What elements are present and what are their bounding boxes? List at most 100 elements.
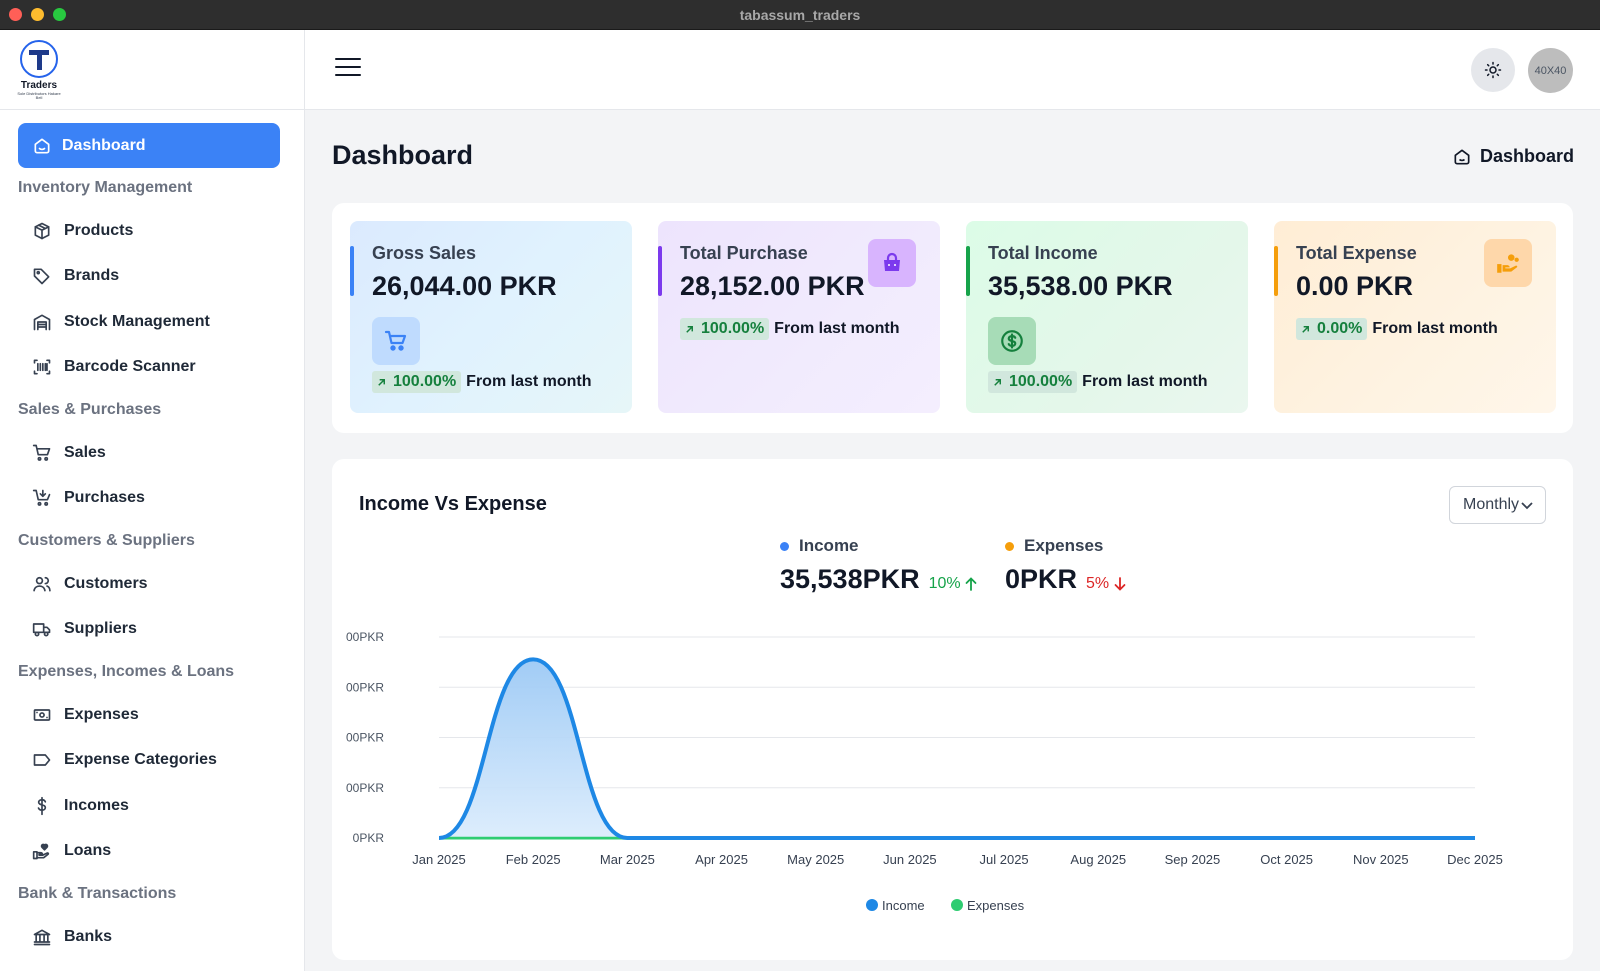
menu-toggle-button[interactable]	[335, 58, 361, 78]
sidebar-item-banks[interactable]: Banks	[18, 914, 280, 960]
sidebar-item-label: Incomes	[64, 796, 129, 814]
sidebar-item-label: Barcode Scanner	[64, 358, 196, 376]
card-change: 100.00% From last month	[372, 371, 592, 393]
x-tick-label: Jun 2025	[883, 852, 937, 867]
card-title: Gross Sales	[372, 243, 477, 263]
income-line	[438, 657, 1475, 841]
sidebar-item-label: Loans	[64, 842, 112, 860]
sidebar: Traders Sole Distributors Hakare Bell Da…	[0, 30, 305, 971]
minimize-window-button[interactable]	[31, 8, 44, 21]
sidebar-item-expense-categories[interactable]: Expense Categories	[18, 738, 280, 784]
card-value: 0.00 PKR	[1296, 271, 1414, 301]
users-icon	[33, 576, 51, 592]
expenses-summary: Expenses 0PKR 5%	[1005, 536, 1126, 595]
income-total: 35,538PKR	[780, 564, 920, 594]
sidebar-item-label: Expenses	[64, 705, 139, 723]
hamburger-icon	[335, 66, 361, 68]
page-title: Dashboard	[332, 140, 474, 170]
change-caption: From last month	[1372, 320, 1498, 337]
hamburger-icon	[335, 58, 361, 60]
label-icon	[33, 754, 51, 767]
y-tick-label: 00PKR	[346, 731, 384, 745]
stat-card-total-income[interactable]: Total Income 35,538.00 PKR 100.00% From …	[966, 221, 1248, 413]
chevron-down-icon	[1521, 502, 1533, 510]
change-caption: From last month	[1082, 373, 1208, 390]
brand-logo[interactable]: Traders Sole Distributors Hakare Bell	[16, 40, 62, 100]
sidebar-item-incomes[interactable]: Incomes	[18, 783, 280, 829]
sidebar-item-customers[interactable]: Customers	[18, 561, 280, 607]
close-window-button[interactable]	[9, 8, 22, 21]
cart-icon	[32, 444, 51, 461]
dollar-icon	[37, 796, 47, 815]
change-badge: 100.00%	[372, 371, 462, 393]
sidebar-item-label: Suppliers	[64, 620, 137, 638]
logo-area: Traders Sole Distributors Hakare Bell	[0, 30, 304, 110]
expenses-label: Expenses	[1024, 536, 1104, 555]
income-area	[439, 659, 1475, 838]
x-axis: Jan 2025 Feb 2025 Mar 2025 Apr 2025 May 2025…	[412, 852, 1503, 867]
x-tick-label: Nov 2025	[1353, 852, 1409, 867]
change-percent: 100.00%	[701, 320, 765, 337]
change-percent: 0.00%	[1317, 320, 1363, 337]
logo-mark-icon	[20, 40, 58, 78]
stat-card-total-purchase[interactable]: Total Purchase 28,152.00 PKR 100.00% Fro…	[658, 221, 940, 413]
y-tick-label: 00PKR	[346, 630, 384, 644]
sidebar-item-barcode-scanner[interactable]: Barcode Scanner	[18, 345, 280, 391]
sidebar-item-loans[interactable]: Loans	[18, 829, 280, 875]
legend-label[interactable]: Income	[882, 898, 925, 913]
breadcrumb-current: Dashboard	[1480, 146, 1575, 166]
sidebar-nav: Dashboard Inventory Management Products Bra…	[18, 123, 280, 960]
user-avatar[interactable]: 40X40	[1528, 48, 1573, 93]
card-value: 28,152.00 PKR	[680, 271, 865, 301]
change-badge: 0.00%	[1296, 318, 1368, 340]
income-expense-panel: Income Vs Expense Monthly Income 35,538P…	[332, 459, 1573, 960]
sun-icon	[1484, 61, 1502, 79]
expenses-delta-value: 5%	[1086, 575, 1110, 592]
sidebar-item-products[interactable]: Products	[18, 208, 280, 254]
sidebar-item-dashboard[interactable]: Dashboard	[18, 123, 280, 168]
card-accent-bar	[658, 246, 662, 296]
income-expense-chart: 0PKR 00PKR 00PKR 00PKR 00PKR Jan 2025 Feb 202…	[346, 630, 1503, 913]
stat-card-gross-sales[interactable]: Gross Sales 26,044.00 PKR 100.00% From l…	[350, 221, 632, 413]
income-delta-value: 10%	[928, 575, 961, 592]
sidebar-item-label: Banks	[64, 927, 113, 945]
x-tick-label: May 2025	[787, 852, 844, 867]
y-axis: 0PKR 00PKR 00PKR 00PKR 00PKR	[346, 630, 384, 845]
y-tick-label: 0PKR	[353, 831, 385, 845]
arrow-up-icon	[965, 577, 977, 591]
card-title: Total Purchase	[680, 243, 808, 263]
legend-label[interactable]: Expenses	[967, 898, 1025, 913]
expenses-summary-label: Expenses	[1005, 536, 1126, 556]
sidebar-item-suppliers[interactable]: Suppliers	[18, 607, 280, 653]
logo-text: Traders	[20, 80, 58, 91]
card-value: 26,044.00 PKR	[372, 271, 557, 301]
card-accent-bar	[966, 246, 970, 296]
sidebar-item-label: Purchases	[64, 489, 145, 507]
expenses-total: 0PKR	[1005, 564, 1078, 594]
sidebar-section-title: Customers & Suppliers	[18, 532, 195, 549]
sidebar-item-sales[interactable]: Sales	[18, 430, 280, 476]
maximize-window-button[interactable]	[53, 8, 66, 21]
top-header: 40X40	[305, 30, 1600, 110]
card-value: 35,538.00 PKR	[988, 271, 1173, 301]
income-delta: 10%	[929, 575, 977, 593]
breadcrumb[interactable]: Dashboard	[1452, 146, 1574, 167]
sidebar-item-label: Dashboard	[62, 136, 146, 154]
hand-coins-icon	[1484, 239, 1532, 287]
tag-icon	[33, 268, 50, 285]
theme-toggle-button[interactable]	[1471, 48, 1515, 92]
legend-swatch	[951, 899, 963, 911]
sidebar-item-stock-management[interactable]: Stock Management	[18, 299, 280, 345]
sidebar-item-purchases[interactable]: Purchases	[18, 476, 280, 522]
income-summary: Income 35,538PKR 10%	[780, 536, 977, 595]
sidebar-item-label: Sales	[64, 443, 106, 461]
sidebar-item-label: Brands	[64, 267, 120, 285]
sidebar-item-brands[interactable]: Brands	[18, 254, 280, 300]
sidebar-item-label: Stock Management	[64, 312, 210, 330]
dollar-circle-icon	[988, 317, 1036, 365]
sidebar-item-expenses[interactable]: Expenses	[18, 692, 280, 738]
x-tick-label: Sep 2025	[1165, 852, 1221, 867]
stat-card-total-expense[interactable]: Total Expense 0.00 PKR 0.00% From last m…	[1274, 221, 1556, 413]
period-select[interactable]: Monthly	[1449, 486, 1546, 524]
shopping-bag-icon	[868, 239, 916, 287]
